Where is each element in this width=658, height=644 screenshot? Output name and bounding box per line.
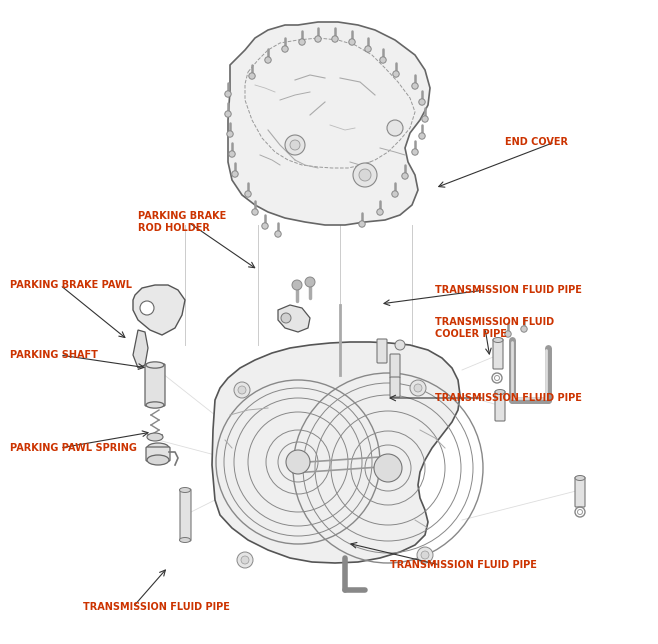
- Text: PARKING BRAKE PAWL: PARKING BRAKE PAWL: [10, 280, 132, 290]
- Text: PARKING SHAFT: PARKING SHAFT: [10, 350, 98, 360]
- Circle shape: [520, 326, 527, 332]
- Polygon shape: [212, 342, 460, 563]
- Ellipse shape: [147, 443, 169, 453]
- Text: PARKING PAWL SPRING: PARKING PAWL SPRING: [10, 443, 137, 453]
- Circle shape: [234, 382, 250, 398]
- Circle shape: [387, 120, 403, 136]
- Circle shape: [290, 140, 300, 150]
- Circle shape: [281, 313, 291, 323]
- Circle shape: [241, 556, 249, 564]
- Circle shape: [140, 301, 154, 315]
- Circle shape: [285, 135, 305, 155]
- Ellipse shape: [395, 340, 405, 350]
- Circle shape: [249, 73, 255, 79]
- Text: TRANSMISSION FLUID PIPE: TRANSMISSION FLUID PIPE: [390, 560, 537, 570]
- Polygon shape: [133, 285, 185, 335]
- Circle shape: [418, 99, 425, 105]
- Text: PARKING BRAKE
ROD HOLDER: PARKING BRAKE ROD HOLDER: [138, 211, 226, 232]
- Circle shape: [402, 173, 408, 179]
- Circle shape: [374, 454, 402, 482]
- Circle shape: [377, 209, 383, 215]
- Circle shape: [417, 547, 433, 563]
- Ellipse shape: [180, 488, 191, 493]
- Circle shape: [392, 191, 398, 197]
- Ellipse shape: [180, 538, 191, 542]
- Circle shape: [286, 450, 310, 474]
- Text: TRANSMISSION FLUID PIPE: TRANSMISSION FLUID PIPE: [83, 602, 230, 612]
- FancyBboxPatch shape: [493, 339, 503, 369]
- Polygon shape: [278, 305, 310, 332]
- FancyBboxPatch shape: [145, 364, 165, 406]
- FancyBboxPatch shape: [390, 354, 400, 378]
- Circle shape: [238, 386, 246, 394]
- Polygon shape: [228, 22, 430, 225]
- Ellipse shape: [147, 433, 163, 441]
- Circle shape: [359, 221, 365, 227]
- Ellipse shape: [493, 337, 503, 343]
- Circle shape: [265, 57, 271, 63]
- Circle shape: [422, 116, 428, 122]
- FancyBboxPatch shape: [575, 477, 585, 507]
- Circle shape: [412, 149, 418, 155]
- FancyBboxPatch shape: [390, 377, 400, 397]
- Text: TRANSMISSION FLUID PIPE: TRANSMISSION FLUID PIPE: [435, 393, 582, 403]
- FancyBboxPatch shape: [495, 391, 505, 421]
- Circle shape: [349, 39, 355, 45]
- Circle shape: [227, 131, 233, 137]
- Ellipse shape: [147, 455, 169, 465]
- FancyBboxPatch shape: [180, 489, 191, 541]
- Circle shape: [252, 209, 258, 215]
- Polygon shape: [133, 330, 148, 368]
- Circle shape: [245, 191, 251, 197]
- Circle shape: [418, 133, 425, 139]
- Text: TRANSMISSION FLUID PIPE: TRANSMISSION FLUID PIPE: [435, 285, 582, 295]
- Circle shape: [410, 380, 426, 396]
- Text: TRANSMISSION FLUID
COOLER PIPE: TRANSMISSION FLUID COOLER PIPE: [435, 317, 554, 339]
- Circle shape: [229, 151, 235, 157]
- Ellipse shape: [146, 362, 164, 368]
- Circle shape: [365, 46, 371, 52]
- Circle shape: [237, 552, 253, 568]
- Circle shape: [292, 280, 302, 290]
- Text: END COVER: END COVER: [505, 137, 568, 147]
- Circle shape: [262, 223, 268, 229]
- Circle shape: [225, 111, 231, 117]
- Circle shape: [315, 36, 321, 43]
- Ellipse shape: [146, 402, 164, 408]
- Circle shape: [421, 551, 429, 559]
- Circle shape: [305, 277, 315, 287]
- Circle shape: [225, 91, 231, 97]
- Circle shape: [299, 39, 305, 45]
- Circle shape: [380, 57, 386, 63]
- Circle shape: [414, 384, 422, 392]
- Circle shape: [359, 169, 371, 181]
- Circle shape: [412, 83, 418, 90]
- FancyBboxPatch shape: [377, 339, 387, 363]
- Circle shape: [332, 36, 338, 43]
- Ellipse shape: [495, 390, 505, 395]
- Circle shape: [232, 171, 238, 177]
- Circle shape: [275, 231, 281, 237]
- FancyBboxPatch shape: [146, 447, 170, 461]
- Circle shape: [282, 46, 288, 52]
- Circle shape: [393, 71, 399, 77]
- Circle shape: [353, 163, 377, 187]
- Circle shape: [505, 331, 511, 337]
- Ellipse shape: [575, 475, 585, 480]
